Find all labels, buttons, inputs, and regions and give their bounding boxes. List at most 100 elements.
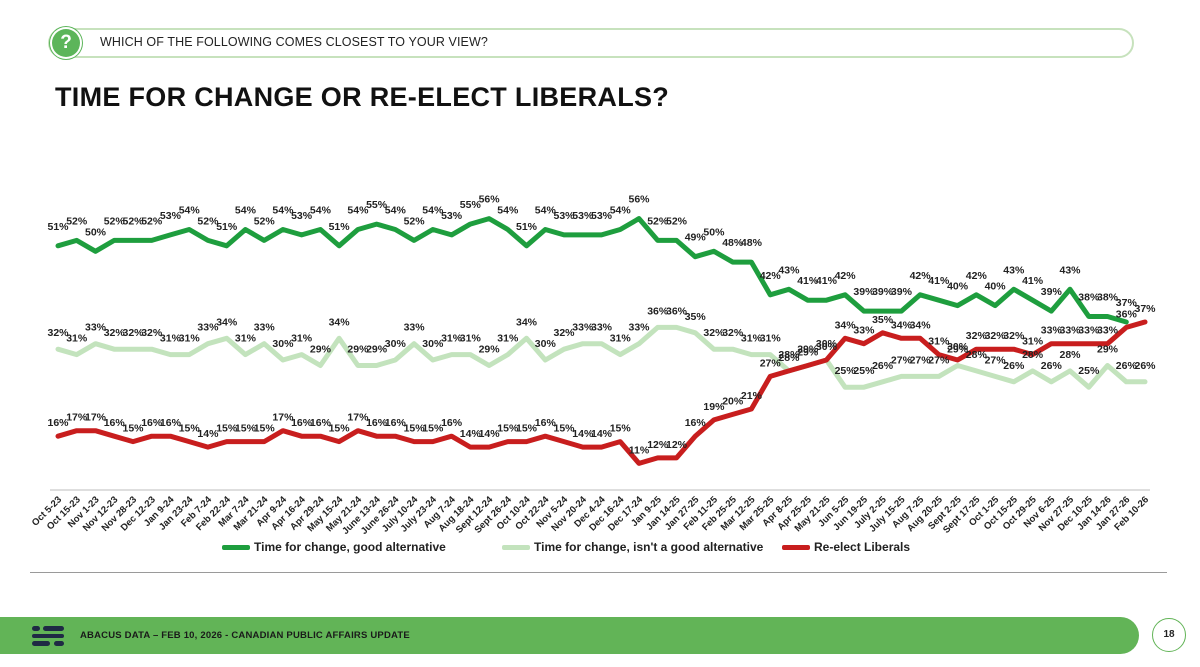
data-label-good: 41%	[797, 275, 819, 287]
data-label-good: 52%	[254, 215, 276, 227]
data-label-liberal: 32%	[1003, 330, 1025, 342]
data-label-notgood: 33%	[628, 322, 650, 334]
question-banner	[48, 28, 1134, 58]
data-label-notgood: 26%	[1116, 360, 1138, 372]
question-icon: ?	[52, 29, 80, 57]
data-label-liberal: 20%	[722, 395, 744, 407]
data-label-notgood: 33%	[85, 322, 107, 334]
data-label-good: 52%	[104, 215, 126, 227]
data-label-liberal: 16%	[385, 417, 407, 429]
legend-label-good: Time for change, good alternative	[254, 540, 446, 554]
data-label-notgood: 31%	[741, 333, 763, 345]
data-label-liberal: 14%	[197, 428, 219, 440]
data-label-notgood: 27%	[891, 354, 913, 366]
data-label-notgood: 29%	[947, 344, 969, 356]
data-label-notgood: 36%	[666, 305, 688, 317]
data-label-good: 55%	[460, 199, 482, 211]
series-line-notgood	[55, 324, 1148, 390]
data-label-good: 48%	[741, 237, 763, 249]
data-label-notgood: 27%	[985, 354, 1007, 366]
data-label-good: 54%	[610, 205, 632, 217]
data-label-good: 43%	[778, 264, 800, 276]
data-label-notgood: 32%	[722, 327, 744, 339]
data-label-good: 52%	[66, 215, 88, 227]
data-label-notgood: 31%	[66, 333, 88, 345]
data-label-liberal: 17%	[85, 412, 107, 424]
legend-swatch-liberal	[782, 545, 810, 551]
data-label-good: 54%	[347, 205, 369, 217]
data-label-liberal: 27%	[760, 357, 782, 369]
question-text: WHICH OF THE FOLLOWING COMES CLOSEST TO …	[100, 35, 488, 49]
data-label-liberal: 29%	[797, 347, 819, 359]
data-label-good: 53%	[553, 210, 575, 222]
data-label-liberal: 34%	[910, 319, 932, 331]
data-label-notgood: 34%	[329, 316, 351, 328]
footer-bar	[0, 617, 1139, 654]
data-label-notgood: 32%	[47, 327, 69, 339]
data-label-liberal: 15%	[404, 423, 426, 435]
data-label-notgood: 33%	[572, 322, 594, 334]
data-label-good: 51%	[516, 221, 538, 233]
data-label-liberal: 31%	[928, 336, 950, 348]
data-label-liberal: 16%	[104, 417, 126, 429]
legend-label-liberal: Re-elect Liberals	[814, 540, 911, 554]
data-label-good: 54%	[535, 205, 557, 217]
data-label-good: 42%	[910, 270, 932, 282]
data-label-liberal: 37%	[1134, 303, 1156, 315]
data-label-liberal: 12%	[647, 439, 669, 451]
data-label-notgood: 34%	[516, 316, 538, 328]
legend-label-notgood: Time for change, isn't a good alternativ…	[534, 540, 764, 554]
data-label-good: 53%	[441, 210, 463, 222]
data-label-liberal: 15%	[254, 423, 276, 435]
data-label-notgood: 29%	[347, 344, 369, 356]
data-label-good: 52%	[141, 215, 163, 227]
data-label-liberal: 15%	[516, 423, 538, 435]
data-label-good: 38%	[1097, 292, 1119, 304]
data-label-liberal: 33%	[1041, 325, 1063, 337]
data-label-notgood: 32%	[122, 327, 144, 339]
data-label-liberal: 15%	[553, 423, 575, 435]
data-label-good: 51%	[216, 221, 238, 233]
data-label-liberal: 15%	[122, 423, 144, 435]
data-label-notgood: 28%	[1059, 349, 1081, 361]
legend-item-notgood: Time for change, isn't a good alternativ…	[502, 540, 763, 554]
data-label-liberal: 17%	[66, 412, 88, 424]
data-label-good: 42%	[760, 270, 782, 282]
data-label-good: 51%	[329, 221, 351, 233]
data-label-notgood: 33%	[254, 322, 276, 334]
data-label-liberal: 16%	[685, 417, 707, 429]
data-label-notgood: 29%	[479, 344, 501, 356]
data-label-notgood: 33%	[591, 322, 613, 334]
data-label-notgood: 36%	[647, 305, 669, 317]
data-label-good: 52%	[197, 215, 219, 227]
data-label-good: 51%	[47, 221, 69, 233]
legend-item-good: Time for change, good alternative	[222, 540, 446, 554]
data-label-good: 41%	[816, 275, 838, 287]
data-label-notgood: 28%	[1022, 349, 1044, 361]
data-label-notgood: 34%	[216, 316, 238, 328]
data-label-notgood: 32%	[141, 327, 163, 339]
data-label-liberal: 33%	[1059, 325, 1081, 337]
data-label-liberal: 14%	[572, 428, 594, 440]
series-line-good	[55, 216, 1129, 325]
data-label-liberal: 15%	[216, 423, 238, 435]
data-label-notgood: 31%	[460, 333, 482, 345]
data-label-notgood: 26%	[1041, 360, 1063, 372]
data-label-notgood: 31%	[610, 333, 632, 345]
data-label-liberal: 32%	[966, 330, 988, 342]
data-label-good: 54%	[179, 205, 201, 217]
data-label-notgood: 30%	[422, 338, 444, 350]
data-label-good: 54%	[310, 205, 332, 217]
data-label-good: 50%	[85, 226, 107, 238]
abacus-logo-icon	[32, 626, 64, 646]
data-label-liberal: 34%	[835, 319, 857, 331]
data-label-liberal: 16%	[535, 417, 557, 429]
data-label-liberal: 16%	[141, 417, 163, 429]
data-label-notgood: 25%	[853, 365, 875, 377]
data-label-liberal: 16%	[291, 417, 313, 429]
data-label-liberal: 15%	[497, 423, 519, 435]
data-label-liberal: 35%	[872, 314, 894, 326]
data-label-good: 41%	[928, 275, 950, 287]
data-label-good: 52%	[404, 215, 426, 227]
data-label-liberal: 34%	[891, 319, 913, 331]
